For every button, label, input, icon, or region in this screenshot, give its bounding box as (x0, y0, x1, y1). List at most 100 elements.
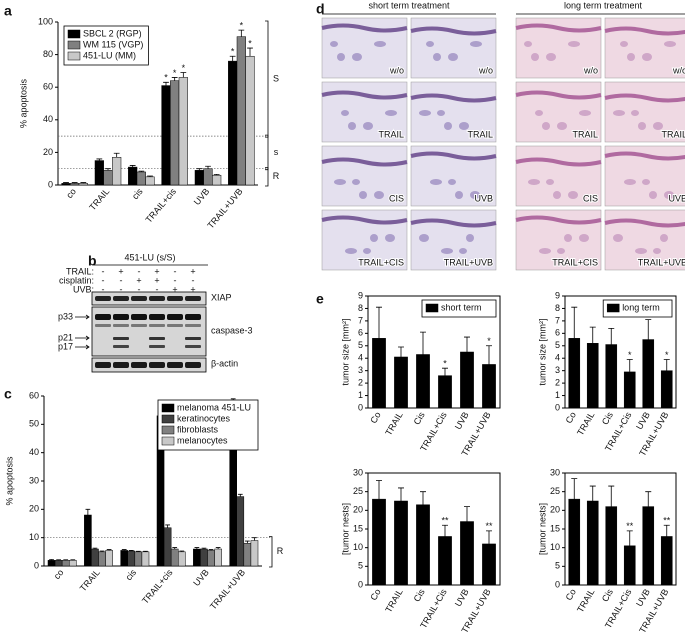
error-bar (608, 327, 615, 345)
condition-label: cisplatin: (59, 275, 94, 285)
x-tick-label: UVB (453, 587, 471, 608)
y-tick-label: 20 (29, 504, 39, 514)
bar (134, 551, 143, 567)
epidermis (321, 90, 408, 100)
x-tick-label: co (52, 567, 66, 581)
error-bar (238, 29, 245, 37)
y-axis-label: [tumor nests] (537, 503, 547, 555)
y-tick-label: 20 (550, 505, 560, 515)
image-label: w/o (672, 65, 685, 75)
zone-bracket (265, 167, 269, 187)
tumor-nest (459, 248, 467, 254)
bar (127, 550, 136, 567)
bar (236, 36, 246, 186)
tumor-nest (664, 41, 676, 47)
bar (228, 60, 238, 186)
error-bar (113, 152, 120, 158)
image-label: CIS (583, 193, 598, 203)
x-tick-label: UVB (191, 567, 211, 588)
error-bar (213, 174, 220, 176)
condition-sign: + (154, 266, 159, 276)
error-bar (608, 485, 615, 507)
condition-label: TRAIL: (66, 266, 94, 276)
tumor-nest (385, 110, 397, 116)
error-bar (172, 547, 178, 549)
epidermis (321, 157, 408, 167)
error-bar (398, 346, 404, 357)
y-tick-label: 0 (555, 402, 560, 412)
bar (61, 560, 70, 567)
y-tick-label: 0 (358, 579, 363, 589)
tumor-nest (579, 234, 589, 242)
condition-sign: - (174, 275, 177, 285)
tumor-nest (539, 248, 551, 254)
tumor-nest (553, 191, 561, 199)
y-tick-label: 80 (43, 49, 53, 59)
bar (605, 506, 618, 586)
tumor-nest (459, 122, 469, 130)
band (95, 362, 111, 368)
y-tick-label: 3 (555, 365, 560, 375)
bar (243, 543, 252, 567)
blot-right-label: β-actin (211, 358, 238, 368)
y-tick-label: 7 (358, 315, 363, 325)
panel-letter: d (316, 1, 325, 17)
y-tick-label: 10 (550, 542, 560, 552)
y-tick-label: 15 (353, 523, 363, 533)
tissue-image (321, 17, 408, 79)
band (167, 362, 183, 368)
y-axis-label: % apoptosis (18, 78, 28, 128)
tumor-nest (638, 122, 646, 130)
bar (94, 160, 104, 186)
x-tick-label: UVB (634, 587, 652, 608)
image-label: TRAIL (661, 129, 685, 139)
y-tick-label: 10 (29, 532, 39, 542)
tumor-nest (348, 122, 356, 130)
image-label: CIS (389, 193, 404, 203)
condition-sign: - (102, 266, 105, 276)
y-tick-label: 20 (353, 505, 363, 515)
condition-sign: - (102, 275, 105, 285)
band (113, 345, 129, 348)
tumor-nest (419, 234, 429, 242)
error-bar (208, 549, 214, 551)
x-tick-label: Co (368, 587, 382, 602)
error-bar (63, 559, 69, 561)
error-bar (63, 182, 69, 184)
error-bar (645, 319, 652, 340)
image-label: w/o (389, 65, 404, 75)
error-bar (376, 306, 382, 339)
tumor-nest (542, 122, 550, 130)
y-tick-label: 8 (358, 303, 363, 313)
condition-sign: - (120, 284, 123, 294)
condition-label: UVB: (73, 284, 94, 294)
bar (623, 371, 636, 409)
epidermis (515, 215, 602, 225)
error-bar (163, 81, 169, 86)
error-bar (398, 487, 404, 501)
epidermis (515, 23, 602, 33)
error-bar (105, 168, 111, 171)
bar (91, 548, 99, 567)
significance-mark: * (240, 21, 244, 31)
error-bar (442, 524, 448, 537)
bar (482, 543, 496, 586)
tumor-nest (330, 41, 338, 47)
bar (642, 506, 655, 586)
zone-bracket (265, 134, 269, 171)
band (131, 362, 147, 368)
epidermis (604, 218, 685, 228)
bar (103, 170, 113, 186)
x-tick-label: Co (564, 410, 578, 425)
tumor-nest (653, 248, 661, 254)
panel-letter: a (4, 3, 12, 19)
tumor-nest (466, 234, 474, 242)
x-tick-label: Co (564, 587, 578, 602)
bar (78, 183, 88, 186)
error-bar (229, 55, 236, 62)
bar (136, 171, 146, 186)
epidermis (410, 218, 497, 228)
significance-mark: ** (441, 516, 449, 526)
blot-right-label: XIAP (211, 292, 232, 302)
bar (568, 498, 581, 586)
